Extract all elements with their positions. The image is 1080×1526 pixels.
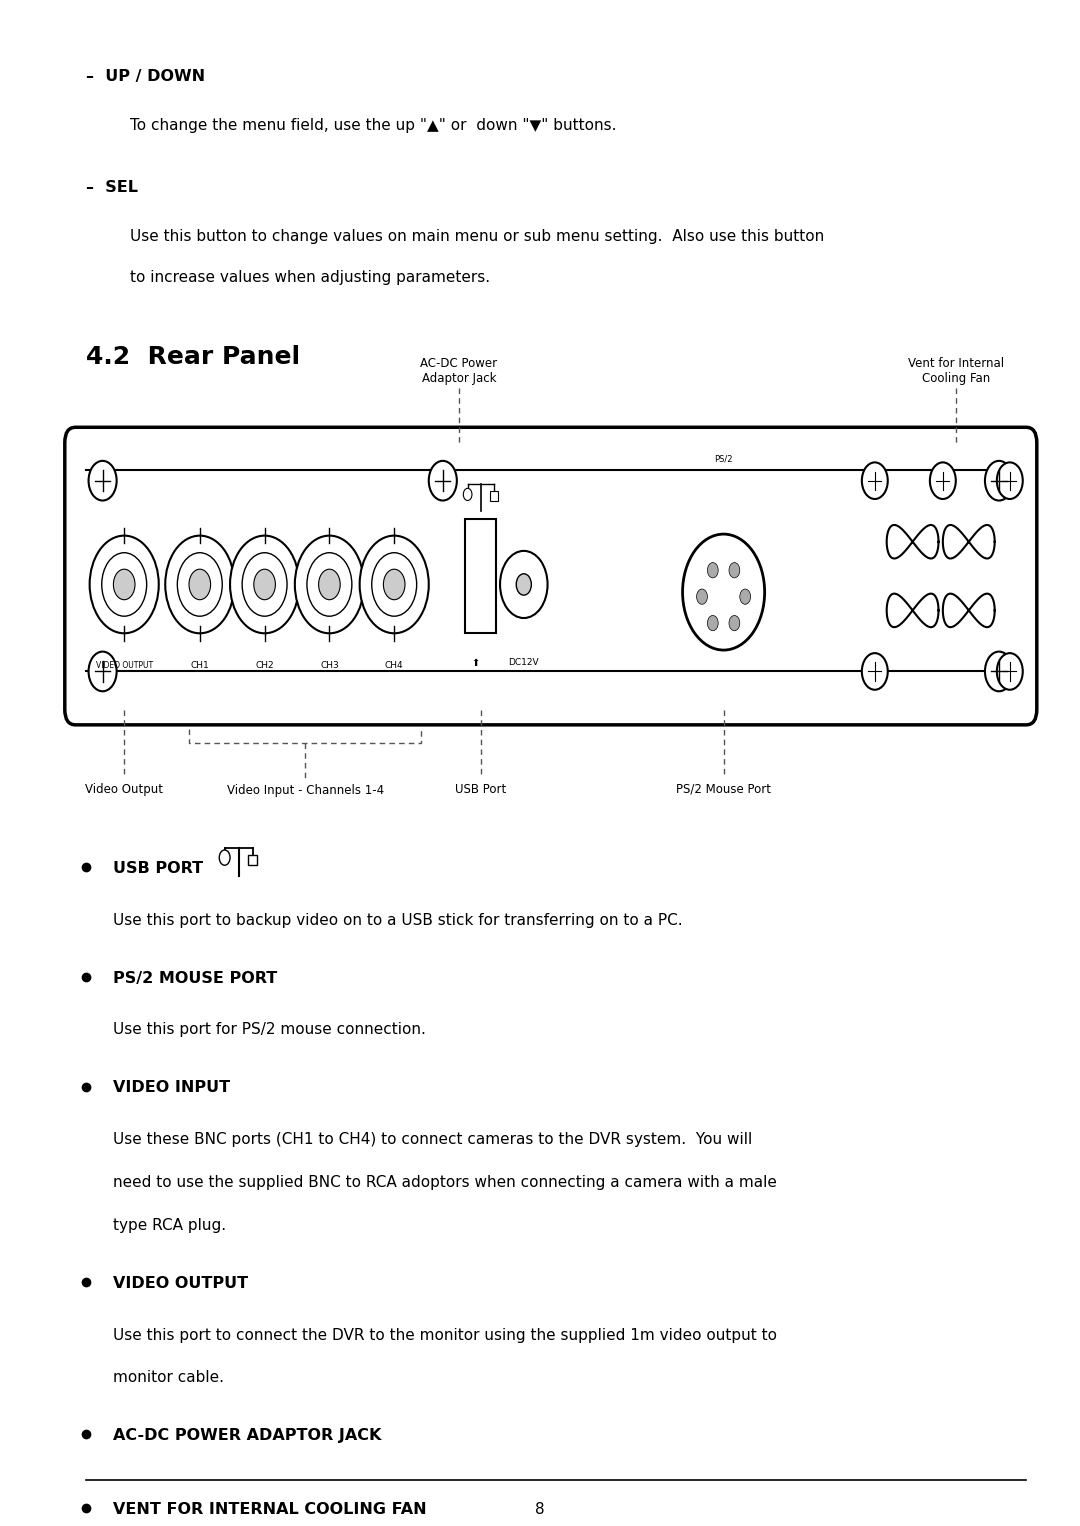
Text: monitor cable.: monitor cable. [113, 1370, 225, 1386]
Circle shape [113, 569, 135, 600]
Text: Use this port for PS/2 mouse connection.: Use this port for PS/2 mouse connection. [113, 1022, 427, 1038]
Circle shape [683, 534, 765, 650]
Text: 8: 8 [536, 1502, 544, 1517]
Circle shape [230, 536, 299, 633]
Text: To change the menu field, use the up "▲" or  down "▼" buttons.: To change the menu field, use the up "▲"… [130, 118, 616, 133]
Bar [465, 519, 496, 633]
Text: CH1: CH1 [190, 661, 210, 670]
Text: AC-DC POWER ADAPTOR JACK: AC-DC POWER ADAPTOR JACK [113, 1428, 381, 1444]
Circle shape [729, 615, 740, 630]
Circle shape [165, 536, 234, 633]
Circle shape [295, 536, 364, 633]
Circle shape [383, 569, 405, 600]
Circle shape [997, 462, 1023, 499]
Text: PS/2: PS/2 [714, 455, 733, 464]
Circle shape [102, 552, 147, 617]
Circle shape [729, 563, 740, 578]
Circle shape [90, 536, 159, 633]
Circle shape [500, 551, 548, 618]
Circle shape [219, 850, 230, 865]
Text: USB PORT: USB PORT [113, 861, 203, 876]
Text: PS/2 MOUSE PORT: PS/2 MOUSE PORT [113, 971, 278, 986]
Circle shape [242, 552, 287, 617]
Text: Use this port to backup video on to a USB stick for transferring on to a PC.: Use this port to backup video on to a US… [113, 913, 683, 928]
Circle shape [89, 652, 117, 691]
Circle shape [862, 462, 888, 499]
Text: Use these BNC ports (CH1 to CH4) to connect cameras to the DVR system.  You will: Use these BNC ports (CH1 to CH4) to conn… [113, 1132, 753, 1148]
Text: to increase values when adjusting parameters.: to increase values when adjusting parame… [130, 270, 489, 285]
Text: VIDEO INPUT: VIDEO INPUT [113, 1080, 230, 1096]
Text: PS/2 Mouse Port: PS/2 Mouse Port [676, 783, 771, 797]
Text: ⬆: ⬆ [471, 658, 480, 668]
Text: Use this port to connect the DVR to the monitor using the supplied 1m video outp: Use this port to connect the DVR to the … [113, 1328, 778, 1343]
Text: USB Port: USB Port [455, 783, 507, 797]
Text: VIDEO OUTPUT: VIDEO OUTPUT [96, 661, 152, 670]
Circle shape [740, 589, 751, 604]
Text: –  SEL: – SEL [86, 180, 138, 195]
Circle shape [319, 569, 340, 600]
Circle shape [516, 574, 531, 595]
Circle shape [89, 461, 117, 501]
Text: Use this button to change values on main menu or sub menu setting.  Also use thi: Use this button to change values on main… [130, 229, 824, 244]
Text: type RCA plug.: type RCA plug. [113, 1218, 227, 1233]
Text: AC-DC Power
Adaptor Jack: AC-DC Power Adaptor Jack [420, 357, 498, 385]
Text: 4.2  Rear Panel: 4.2 Rear Panel [86, 345, 300, 369]
Text: VENT FOR INTERNAL COOLING FAN: VENT FOR INTERNAL COOLING FAN [113, 1502, 427, 1517]
Circle shape [707, 615, 718, 630]
Circle shape [189, 569, 211, 600]
Circle shape [177, 552, 222, 617]
Circle shape [429, 461, 457, 501]
Text: CH2: CH2 [255, 661, 274, 670]
Text: Video Output: Video Output [85, 783, 163, 797]
Text: Vent for Internal
Cooling Fan: Vent for Internal Cooling Fan [907, 357, 1004, 385]
Circle shape [360, 536, 429, 633]
Text: CH4: CH4 [384, 661, 404, 670]
FancyBboxPatch shape [65, 427, 1037, 725]
Circle shape [985, 652, 1013, 691]
Circle shape [985, 461, 1013, 501]
Text: CH3: CH3 [320, 661, 339, 670]
Bar [248, 855, 257, 865]
Text: DC12V: DC12V [509, 658, 539, 667]
Bar [490, 491, 498, 501]
Text: Video Input - Channels 1-4: Video Input - Channels 1-4 [227, 784, 383, 798]
Circle shape [463, 488, 472, 501]
Circle shape [997, 653, 1023, 690]
Circle shape [862, 653, 888, 690]
Text: VIDEO OUTPUT: VIDEO OUTPUT [113, 1276, 248, 1291]
Circle shape [697, 589, 707, 604]
Circle shape [707, 563, 718, 578]
Circle shape [372, 552, 417, 617]
Circle shape [930, 462, 956, 499]
Circle shape [254, 569, 275, 600]
Text: need to use the supplied BNC to RCA adoptors when connecting a camera with a mal: need to use the supplied BNC to RCA adop… [113, 1175, 778, 1190]
Circle shape [307, 552, 352, 617]
Text: –  UP / DOWN: – UP / DOWN [86, 69, 205, 84]
